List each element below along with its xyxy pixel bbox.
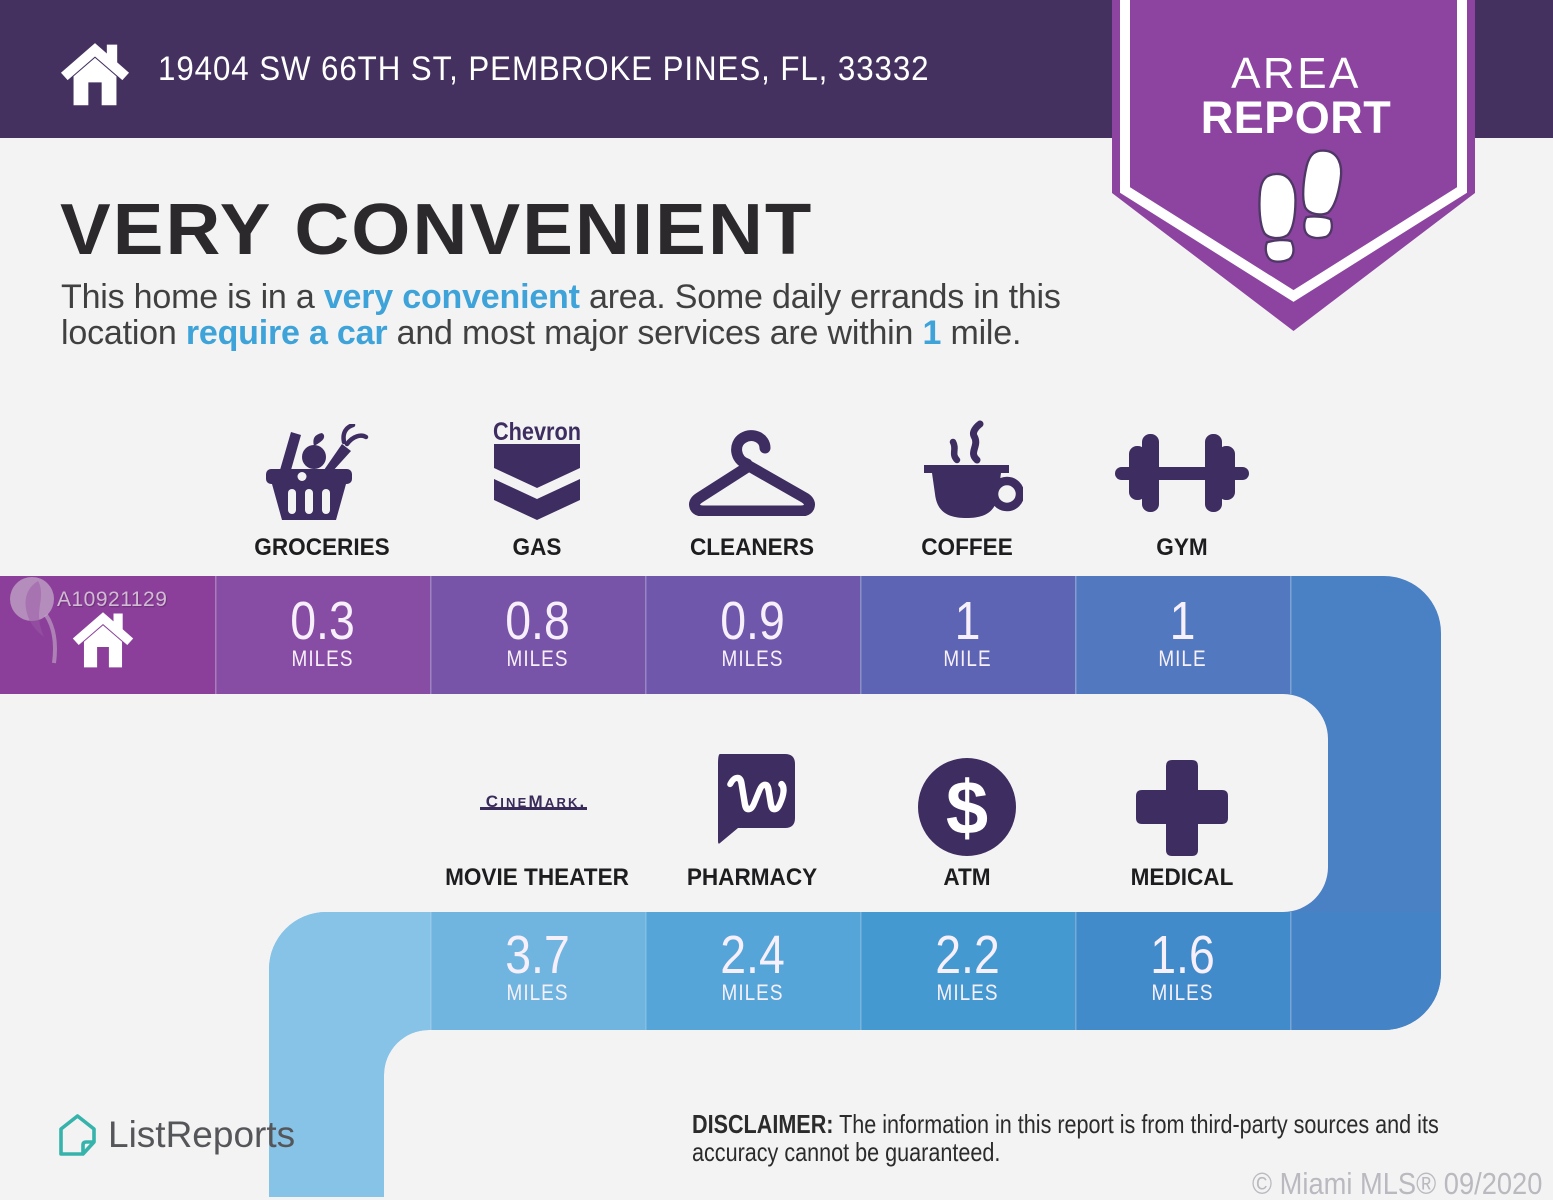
svg-text:Chevron: Chevron [493,418,581,446]
svg-text:AREA: AREA [1231,49,1361,98]
svg-text:$: $ [946,766,988,851]
svg-text:REPORT: REPORT [1201,92,1392,143]
